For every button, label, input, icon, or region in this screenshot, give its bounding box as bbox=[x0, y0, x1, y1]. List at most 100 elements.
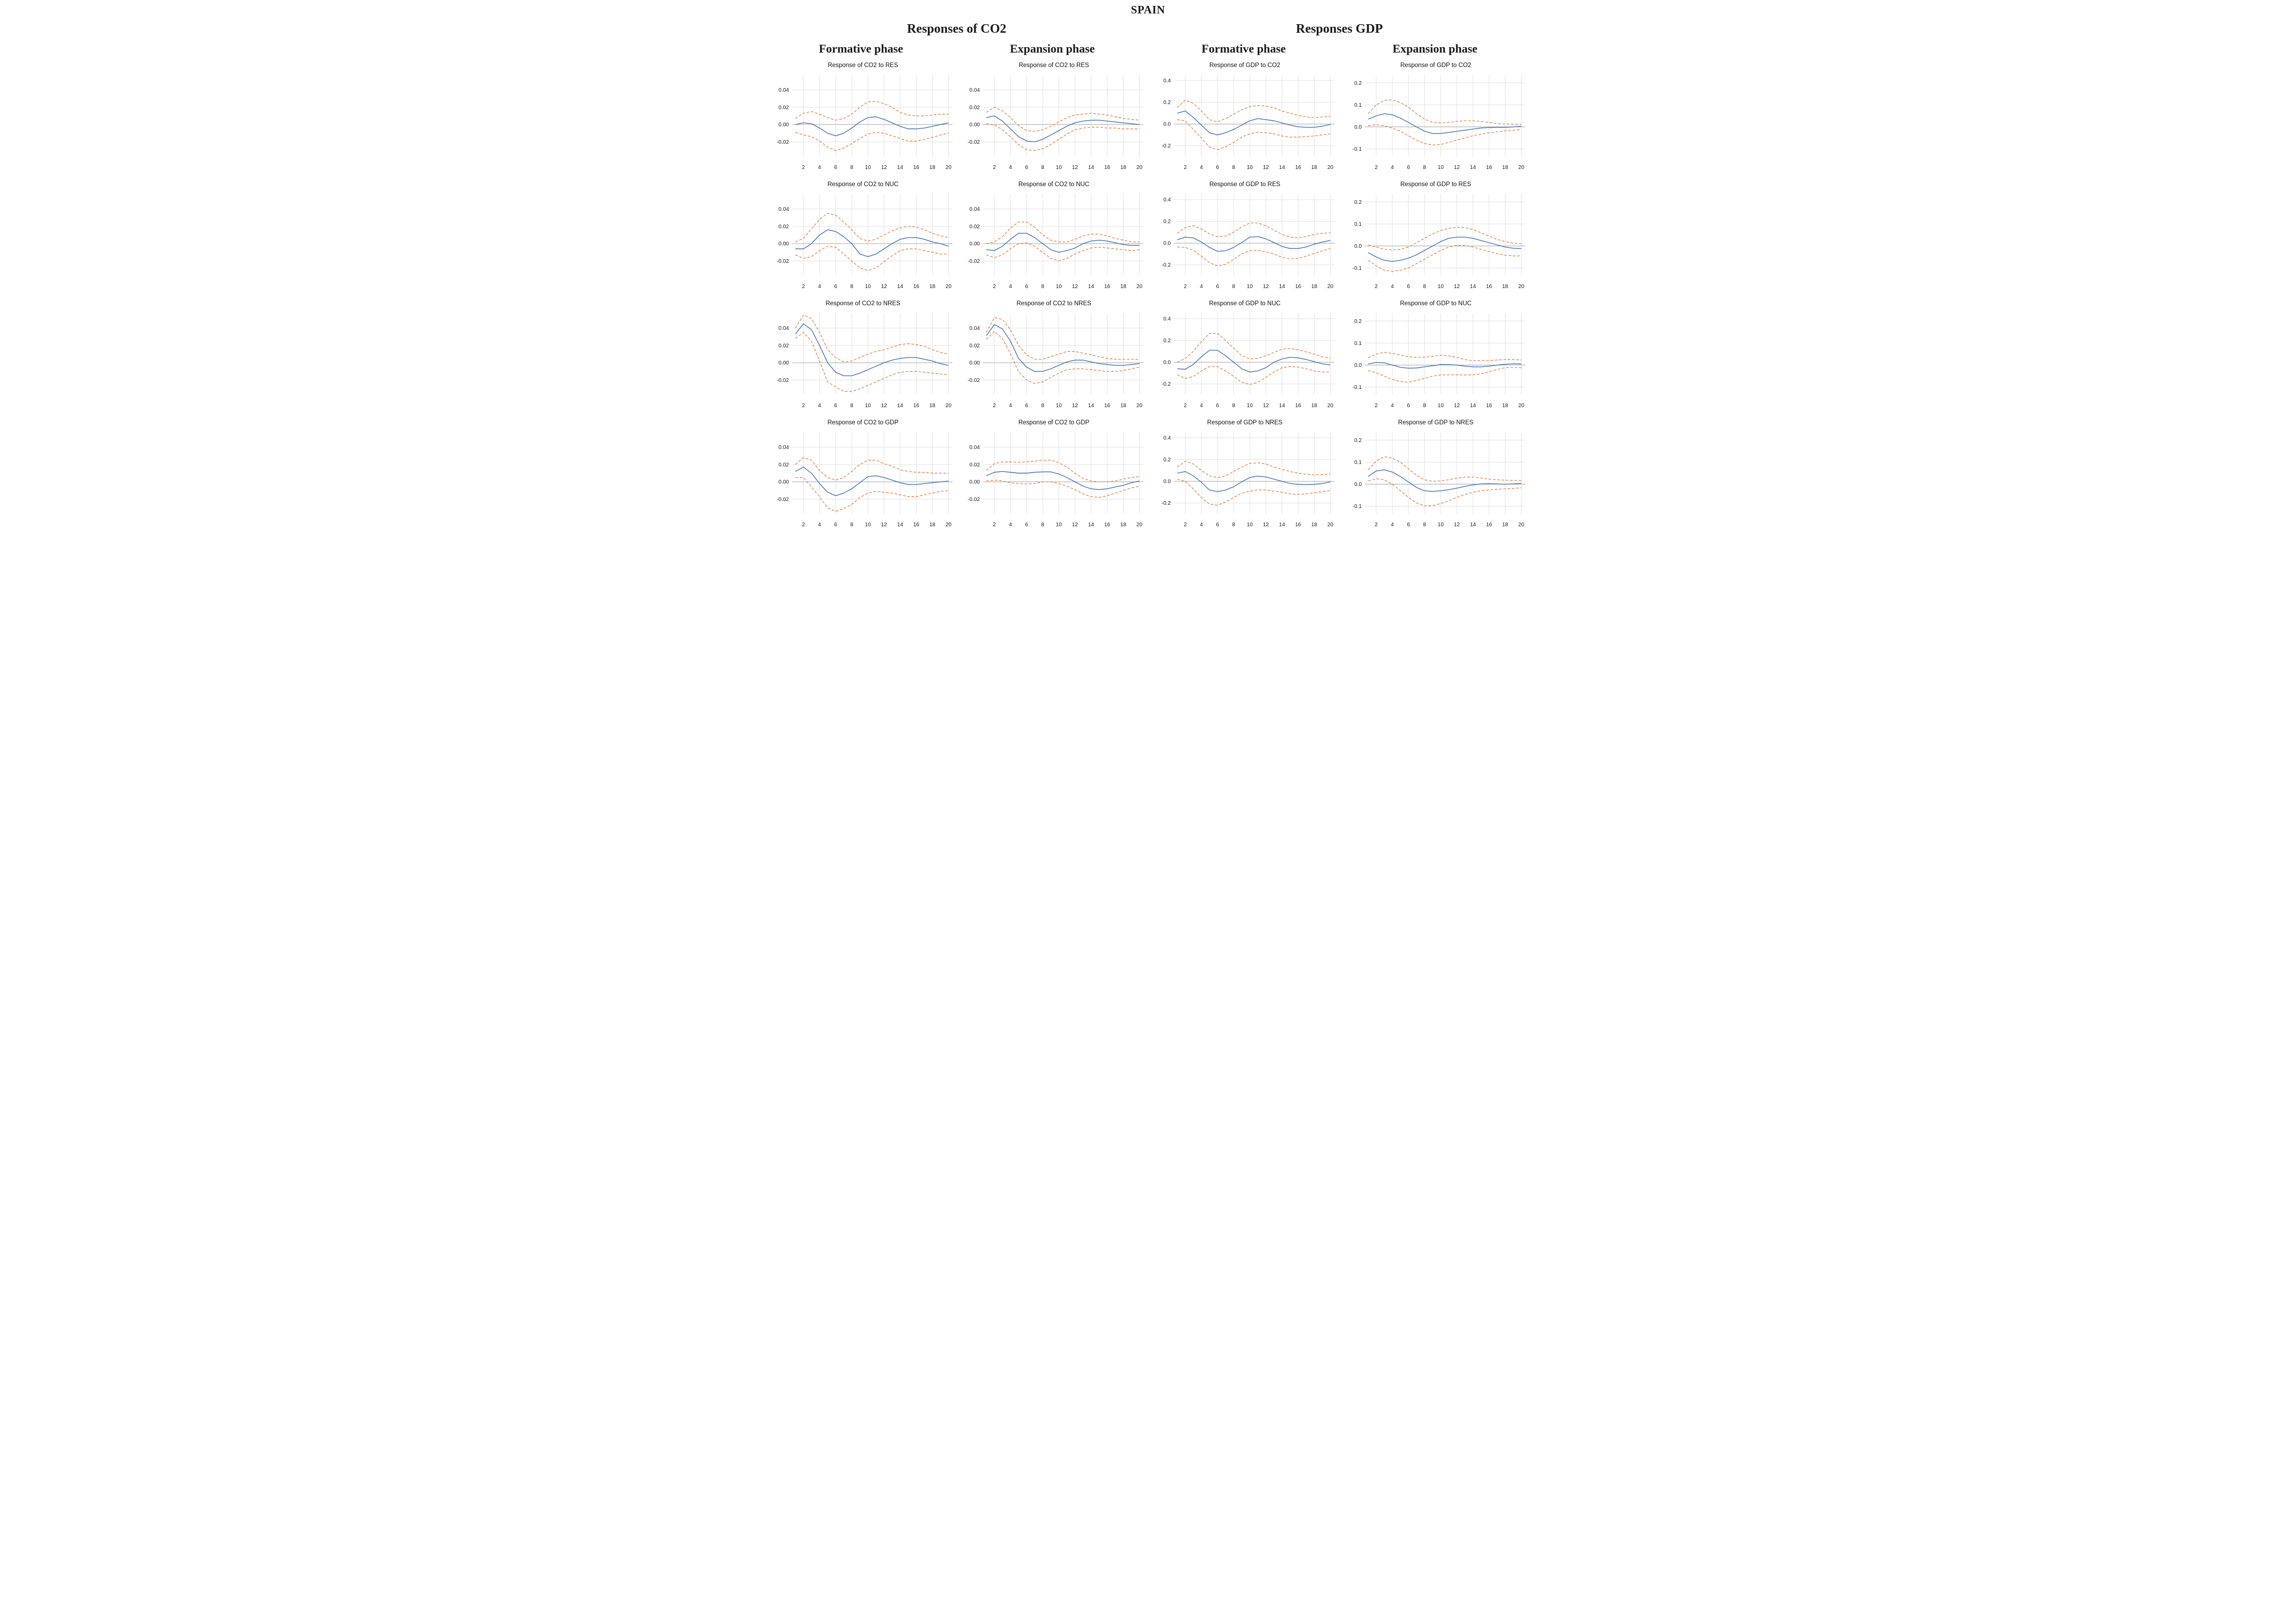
x-tick-label: 4 bbox=[818, 522, 821, 528]
y-tick-label: 0.02 bbox=[779, 462, 789, 468]
x-tick-label: 10 bbox=[1438, 403, 1444, 409]
x-tick-label: 2 bbox=[1184, 165, 1187, 171]
x-tick-label: 12 bbox=[1454, 284, 1460, 290]
x-tick-label: 10 bbox=[1438, 522, 1444, 528]
x-tick-label: 16 bbox=[1295, 284, 1302, 290]
response-line bbox=[1368, 237, 1522, 262]
chart-title: Response of CO2 to NRES bbox=[1016, 300, 1091, 307]
x-tick-label: 4 bbox=[818, 284, 821, 290]
x-tick-label: 6 bbox=[1025, 522, 1028, 528]
x-tick-label: 8 bbox=[1041, 284, 1044, 290]
x-tick-label: 12 bbox=[1263, 522, 1269, 528]
chart-title: Response of CO2 to NRES bbox=[825, 300, 900, 307]
y-tick-label: 0.0 bbox=[1354, 244, 1362, 249]
response-line bbox=[795, 116, 949, 136]
upper-band-line bbox=[795, 457, 949, 481]
y-tick-label: 0.04 bbox=[779, 326, 789, 332]
x-tick-label: 14 bbox=[897, 284, 904, 290]
y-tick-label: -0.02 bbox=[777, 259, 789, 264]
x-tick-label: 18 bbox=[1311, 522, 1318, 528]
x-tick-label: 6 bbox=[834, 165, 837, 171]
response-line bbox=[1177, 471, 1331, 492]
lower-band-line bbox=[795, 477, 949, 512]
lower-band-line bbox=[1368, 478, 1522, 506]
chart-title: Response of GDP to NRES bbox=[1398, 420, 1474, 426]
upper-band-line bbox=[795, 212, 949, 242]
x-tick-label: 18 bbox=[1120, 522, 1127, 528]
chart-cell: Response of GDP to CO2 0.4 0.2 0.0 -0.2 2 4 6 8 1… bbox=[1151, 57, 1338, 176]
x-tick-label: 14 bbox=[1279, 284, 1286, 290]
x-tick-label: 10 bbox=[1056, 284, 1062, 290]
x-tick-label: 20 bbox=[1518, 403, 1525, 409]
x-tick-label: 14 bbox=[1470, 403, 1476, 409]
y-tick-label: -0.02 bbox=[968, 139, 980, 145]
x-tick-label: 20 bbox=[1327, 403, 1334, 409]
x-tick-label: 8 bbox=[1041, 165, 1044, 171]
chart-title: Response of CO2 to RES bbox=[828, 62, 898, 69]
chart-cell: Response of GDP to CO2 0.2 0.1 0.0 -0.1 2 4 6 8 1… bbox=[1342, 57, 1529, 176]
y-tick-label: 0.2 bbox=[1163, 457, 1171, 463]
y-tick-label: 0.4 bbox=[1163, 197, 1171, 203]
y-tick-label: -0.2 bbox=[1162, 381, 1171, 387]
irf-plot: 0.04 0.02 0.00 -0.02 2 4 6 8 10 12 14 16 18 20 bbox=[968, 194, 1143, 290]
y-tick-label: -0.1 bbox=[1353, 146, 1362, 152]
upper-band-line bbox=[1368, 227, 1522, 251]
y-tick-label: 0.02 bbox=[970, 462, 980, 468]
x-tick-label: 20 bbox=[1518, 284, 1525, 290]
lower-band-line bbox=[1177, 119, 1331, 150]
upper-band-line bbox=[986, 460, 1140, 482]
irf-plot: 0.04 0.02 0.00 -0.02 2 4 6 8 10 12 14 16 18 20 bbox=[777, 75, 953, 171]
y-tick-label: 0.00 bbox=[970, 241, 980, 247]
irf-plot: 0.2 0.1 0.0 -0.1 2 4 6 8 10 12 14 16 18 20 bbox=[1353, 194, 1525, 290]
x-tick-label: 8 bbox=[850, 403, 853, 409]
y-tick-label: 0.02 bbox=[779, 105, 789, 111]
chart-title: Response of GDP to NUC bbox=[1209, 300, 1281, 307]
x-tick-label: 6 bbox=[1025, 284, 1028, 290]
x-tick-label: 10 bbox=[1247, 522, 1253, 528]
x-tick-label: 16 bbox=[913, 165, 920, 171]
x-tick-label: 6 bbox=[1025, 165, 1028, 171]
y-tick-label: 0.04 bbox=[970, 207, 980, 212]
x-tick-label: 8 bbox=[1232, 522, 1235, 528]
lower-band-line bbox=[795, 332, 949, 392]
x-tick-label: 12 bbox=[1072, 284, 1079, 290]
y-tick-label: 0.2 bbox=[1163, 338, 1171, 344]
chart-title: Response of CO2 to RES bbox=[1018, 62, 1089, 69]
x-tick-label: 16 bbox=[1486, 165, 1493, 171]
x-tick-label: 12 bbox=[1454, 522, 1460, 528]
response-line bbox=[986, 471, 1140, 490]
y-tick-label: 0.0 bbox=[1354, 482, 1362, 488]
chart-title: Response of GDP to NUC bbox=[1400, 300, 1472, 307]
chart-cell: Response of CO2 to RES 0.04 0.02 0.00 -0.02 2… bbox=[770, 57, 956, 176]
x-tick-label: 2 bbox=[1184, 522, 1187, 528]
x-tick-label: 12 bbox=[1072, 522, 1079, 528]
x-tick-label: 2 bbox=[802, 403, 805, 409]
y-tick-label: 0.00 bbox=[779, 480, 789, 485]
response-line bbox=[986, 324, 1140, 372]
upper-band-line bbox=[1368, 456, 1522, 482]
phase-title-co2-formative: Formative phase bbox=[818, 42, 903, 55]
phase-title-gdp-expansion: Expansion phase bbox=[1392, 42, 1478, 55]
x-tick-label: 6 bbox=[834, 403, 837, 409]
x-tick-label: 20 bbox=[946, 165, 952, 171]
x-tick-label: 4 bbox=[1009, 284, 1012, 290]
x-tick-label: 4 bbox=[1200, 165, 1203, 171]
x-tick-label: 16 bbox=[1295, 522, 1302, 528]
y-tick-label: 0.00 bbox=[779, 361, 789, 366]
x-tick-label: 2 bbox=[993, 165, 996, 171]
x-tick-label: 8 bbox=[850, 522, 853, 528]
x-tick-label: 6 bbox=[1407, 165, 1410, 171]
x-tick-label: 12 bbox=[1072, 403, 1079, 409]
x-tick-label: 14 bbox=[1088, 522, 1095, 528]
y-tick-label: 0.00 bbox=[970, 361, 980, 366]
y-tick-label: 0.2 bbox=[1163, 100, 1171, 106]
x-tick-label: 8 bbox=[850, 165, 853, 171]
x-tick-label: 12 bbox=[1072, 165, 1079, 171]
upper-band-line bbox=[1177, 461, 1331, 478]
x-tick-label: 12 bbox=[881, 522, 888, 528]
x-tick-label: 2 bbox=[1375, 284, 1378, 290]
y-tick-label: 0.4 bbox=[1163, 436, 1171, 442]
x-tick-label: 4 bbox=[1391, 403, 1394, 409]
lower-band-line bbox=[986, 123, 1140, 151]
x-tick-label: 6 bbox=[834, 284, 837, 290]
